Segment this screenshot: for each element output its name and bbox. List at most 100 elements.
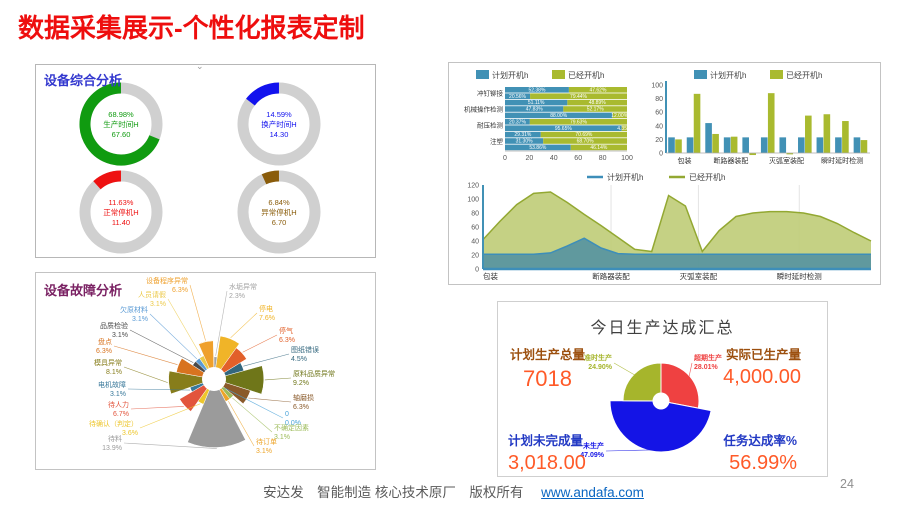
- bar-segment-actual: [621, 125, 627, 131]
- bar-value-label: 70.69%: [575, 132, 593, 138]
- panel-production-summary: 今日生产达成汇总 超期生产 28.01% 未生产 47.09% 准时生产 24.90% 计…: [497, 301, 828, 477]
- donut-ring: [237, 170, 321, 254]
- donut-label: 正常停机H: [103, 207, 138, 217]
- rose-slice-pct: 8.1%: [106, 369, 122, 376]
- rose-slice-name: 欠原材料: [120, 305, 148, 314]
- bar-value-label: 79.44%: [570, 94, 588, 100]
- planned-vs-actual-hbar-chart: 计划开机h 已经开机h 52.38% 47.62% 20.56% 79.44% 51.11%…: [464, 70, 633, 162]
- bar-value-label: 47.62%: [589, 87, 607, 93]
- label-leader-line: [224, 387, 284, 419]
- pie-slice-pct: 28.01%: [694, 364, 719, 371]
- label-leader-line: [248, 397, 292, 403]
- panel-equipment-overview: 设备综合分析 ⌄ 68.98% 生产时间H 67.60 14.59% 换产时间H 14.3…: [35, 61, 376, 258]
- rose-slice-pct: 9.2%: [293, 380, 309, 387]
- donut-label: 生产时间H: [103, 119, 138, 129]
- rose-slice-name: 停电: [259, 304, 273, 313]
- bar-segment-planned: [505, 131, 541, 138]
- page-number: 24: [840, 477, 854, 491]
- category-label: 灭弧室装配: [680, 271, 718, 281]
- label-leader-line: [215, 290, 228, 356]
- rose-slice-name: 轴磨损: [293, 393, 314, 402]
- axis-tick-label: 20: [471, 253, 479, 260]
- stat-label: 计划生产总量: [510, 348, 586, 362]
- bar-segment-planned: [505, 106, 564, 112]
- rose-slice-pct: 6.3%: [96, 348, 112, 355]
- bar-value-label: 52.17%: [587, 107, 605, 113]
- label-leader-line: [688, 362, 693, 379]
- donut-value: 6.70: [272, 218, 287, 227]
- axis-tick-label: 60: [471, 225, 479, 232]
- bar-value-label: 48.89%: [589, 100, 607, 106]
- bar-planned: [835, 137, 842, 153]
- rose-slice-name: 电机故障: [98, 380, 126, 389]
- panel-machine-charts: 计划开机h 已经开机h 52.38% 47.62% 20.56% 79.44% 51.11%…: [448, 62, 881, 285]
- rose-slice-pct: 3.1%: [110, 391, 126, 398]
- stat-actual-produced: 实际已生产量 4,000.00: [723, 344, 801, 389]
- label-leader-line: [228, 401, 255, 447]
- label-leader-line: [242, 334, 278, 353]
- rose-slice: [187, 378, 246, 448]
- rose-slice-name: 设备程序异常: [146, 276, 188, 285]
- rose-slice-pct: 3.1%: [112, 332, 128, 339]
- bar-segment-actual: [543, 138, 627, 144]
- bar-planned: [798, 137, 805, 153]
- axis-tick-label: 40: [471, 239, 479, 246]
- bar-planned: [723, 137, 731, 153]
- axis-tick-label: 80: [655, 96, 663, 103]
- bar-segment-actual: [540, 131, 627, 138]
- category-label: 瞬时延时检测: [821, 156, 863, 165]
- area-fill: [483, 238, 871, 269]
- bar-planned: [853, 137, 861, 153]
- rose-slice: [168, 370, 215, 395]
- bar-segment-planned: [505, 99, 568, 106]
- rose-slice-pct: 3.1%: [256, 448, 272, 455]
- axis-tick-label: 20: [526, 155, 534, 162]
- rose-slice-pct: 3.1%: [132, 316, 148, 323]
- bar-segment-planned: [505, 93, 531, 99]
- label-leader-line: [139, 403, 201, 429]
- label-leader-line: [613, 362, 636, 376]
- rose-slice-pct: 3.1%: [274, 434, 290, 441]
- footer-text: 安达发 智能制造 核心技术原厂 版权所有: [263, 485, 524, 500]
- footer-link[interactable]: www.andafa.com: [541, 485, 644, 500]
- legend-label: 计划开机h: [710, 70, 746, 80]
- axis-tick-label: 100: [621, 155, 633, 162]
- category-label: 耐压检测: [477, 120, 504, 129]
- rose-center: [202, 367, 226, 391]
- bar-actual: [860, 140, 868, 153]
- rose-slice-name: 品质检验: [100, 321, 128, 330]
- rose-slice-pct: 6.3%: [279, 337, 295, 344]
- bar-value-label: 88.00%: [550, 113, 568, 119]
- bar-segment-actual: [563, 106, 627, 112]
- donut-arc: [246, 82, 280, 106]
- axis-tick-label: 60: [574, 155, 582, 162]
- donut-pct: 11.63%: [109, 198, 134, 207]
- bar-actual: [805, 115, 812, 153]
- category-label: 断路器装配: [713, 156, 748, 165]
- axis-tick-label: 0: [503, 155, 507, 162]
- donut-pct: 14.59%: [266, 110, 292, 119]
- rose-slice-pct: 2.3%: [229, 293, 245, 300]
- label-leader-line: [123, 442, 217, 449]
- bar-planned: [760, 137, 768, 153]
- legend-label: 已经开机h: [568, 70, 604, 80]
- donut-grid: 68.98% 生产时间H 67.60 14.59% 换产时间H 14.30 11.63% 正常…: [36, 65, 375, 257]
- bar-segment-planned: [505, 144, 571, 151]
- planned-vs-actual-vbar-chart: 计划开机h 已经开机h 0 20 40 60 80 100 包装 断路器装配 灭弧室装配 瞬时延时检测: [651, 70, 870, 165]
- area-line: [482, 191, 872, 253]
- label-leader-line: [232, 397, 273, 433]
- rose-slice-pct: 6.3%: [293, 404, 309, 411]
- bar-segment-planned: [505, 138, 544, 144]
- bar-actual: [767, 93, 775, 153]
- rose-slice-pct: 6.7%: [113, 411, 129, 418]
- bar-value-label: 79.63%: [570, 119, 588, 125]
- rose-slice-pct: 7.6%: [259, 315, 275, 322]
- bar-value-label: 52.38%: [528, 87, 546, 93]
- production-pie-chart: 超期生产 28.01% 未生产 47.09% 准时生产 24.90%: [580, 353, 722, 459]
- rose-slice-pct: 13.9%: [102, 445, 122, 452]
- category-label: 冲钉铆接: [477, 88, 504, 97]
- donut-ring: [79, 170, 163, 254]
- stat-plan-unfinished: 计划未完成量 3,018.00: [508, 430, 586, 475]
- bar-actual: [823, 114, 831, 153]
